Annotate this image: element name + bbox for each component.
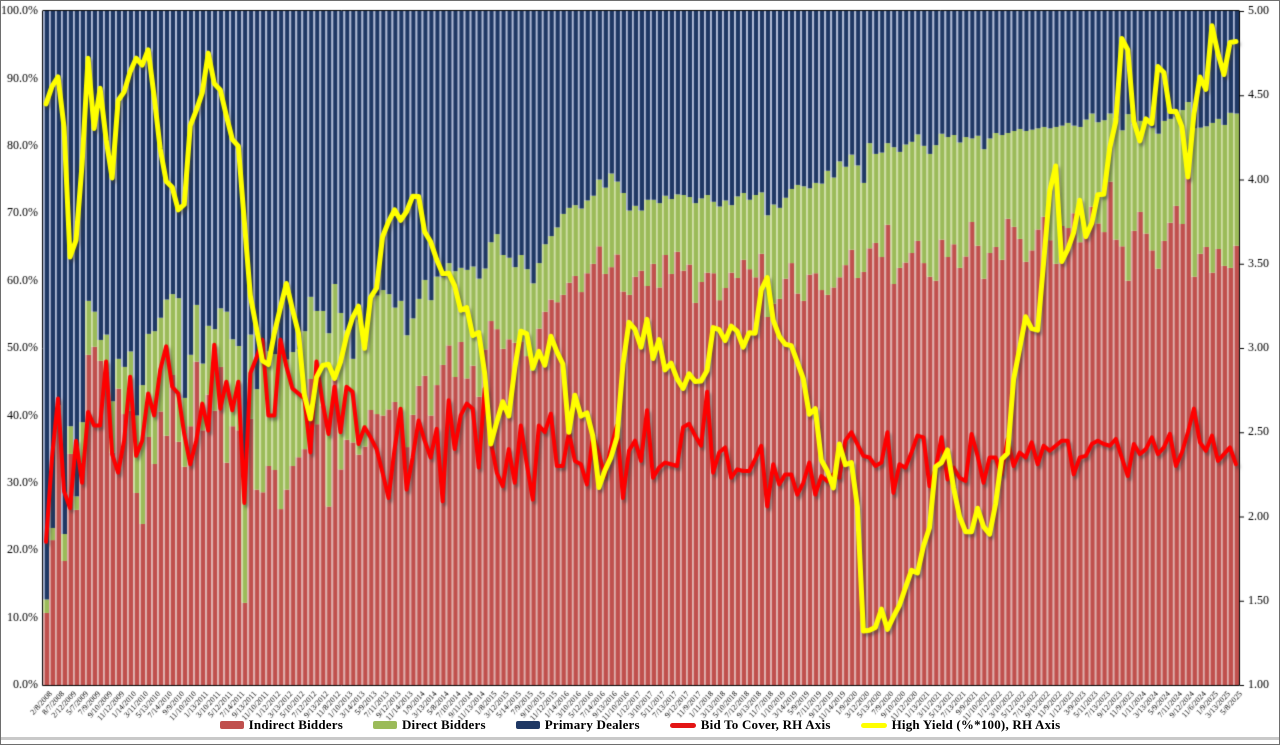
indirect-bidders-swatch-icon — [219, 721, 244, 729]
direct-bidders-swatch-icon — [372, 721, 397, 729]
primary-dealers-swatch-icon — [515, 721, 540, 729]
legend-item-primary-dealers: Primary Dealers — [515, 717, 640, 733]
legend-item-bid-to-cover: Bid To Cover, RH Axis — [669, 717, 831, 733]
legend-label-bid-to-cover: Bid To Cover, RH Axis — [700, 717, 831, 732]
legend-label-direct-bidders: Direct Bidders — [401, 717, 486, 732]
legend-item-indirect-bidders: Indirect Bidders — [219, 717, 343, 733]
high-yield-line-swatch-icon — [860, 722, 887, 728]
chart-frame-shadow — [1, 737, 1279, 740]
legend-label-primary-dealers: Primary Dealers — [544, 717, 640, 732]
legend-label-indirect-bidders: Indirect Bidders — [248, 717, 343, 732]
legend-item-high-yield: High Yield (%*100), RH Axis — [860, 717, 1061, 733]
legend-item-direct-bidders: Direct Bidders — [372, 717, 486, 733]
bid-to-cover-line-swatch-icon — [669, 722, 696, 728]
legend-label-high-yield: High Yield (%*100), RH Axis — [891, 717, 1061, 732]
chart-legend: Indirect Bidders Direct Bidders Primary … — [1, 712, 1279, 738]
